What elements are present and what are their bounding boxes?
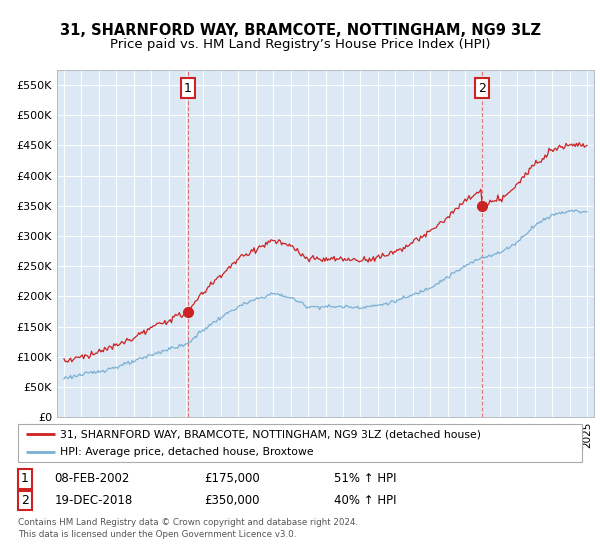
Text: £350,000: £350,000 (204, 494, 260, 507)
Text: 31, SHARNFORD WAY, BRAMCOTE, NOTTINGHAM, NG9 3LZ (detached house): 31, SHARNFORD WAY, BRAMCOTE, NOTTINGHAM,… (60, 429, 481, 439)
Text: 31, SHARNFORD WAY, BRAMCOTE, NOTTINGHAM, NG9 3LZ: 31, SHARNFORD WAY, BRAMCOTE, NOTTINGHAM,… (59, 24, 541, 38)
Text: 1: 1 (21, 473, 29, 486)
Text: £175,000: £175,000 (204, 473, 260, 486)
FancyBboxPatch shape (18, 424, 582, 462)
Text: 1: 1 (184, 82, 192, 95)
Text: 19-DEC-2018: 19-DEC-2018 (55, 494, 133, 507)
Text: This data is licensed under the Open Government Licence v3.0.: This data is licensed under the Open Gov… (18, 530, 296, 539)
Text: Price paid vs. HM Land Registry’s House Price Index (HPI): Price paid vs. HM Land Registry’s House … (110, 38, 490, 52)
Text: HPI: Average price, detached house, Broxtowe: HPI: Average price, detached house, Brox… (60, 447, 314, 457)
Text: 08-FEB-2002: 08-FEB-2002 (55, 473, 130, 486)
Text: 40% ↑ HPI: 40% ↑ HPI (334, 494, 397, 507)
Text: 51% ↑ HPI: 51% ↑ HPI (334, 473, 397, 486)
Text: Contains HM Land Registry data © Crown copyright and database right 2024.: Contains HM Land Registry data © Crown c… (18, 518, 358, 528)
Text: 2: 2 (21, 494, 29, 507)
Text: 2: 2 (478, 82, 485, 95)
